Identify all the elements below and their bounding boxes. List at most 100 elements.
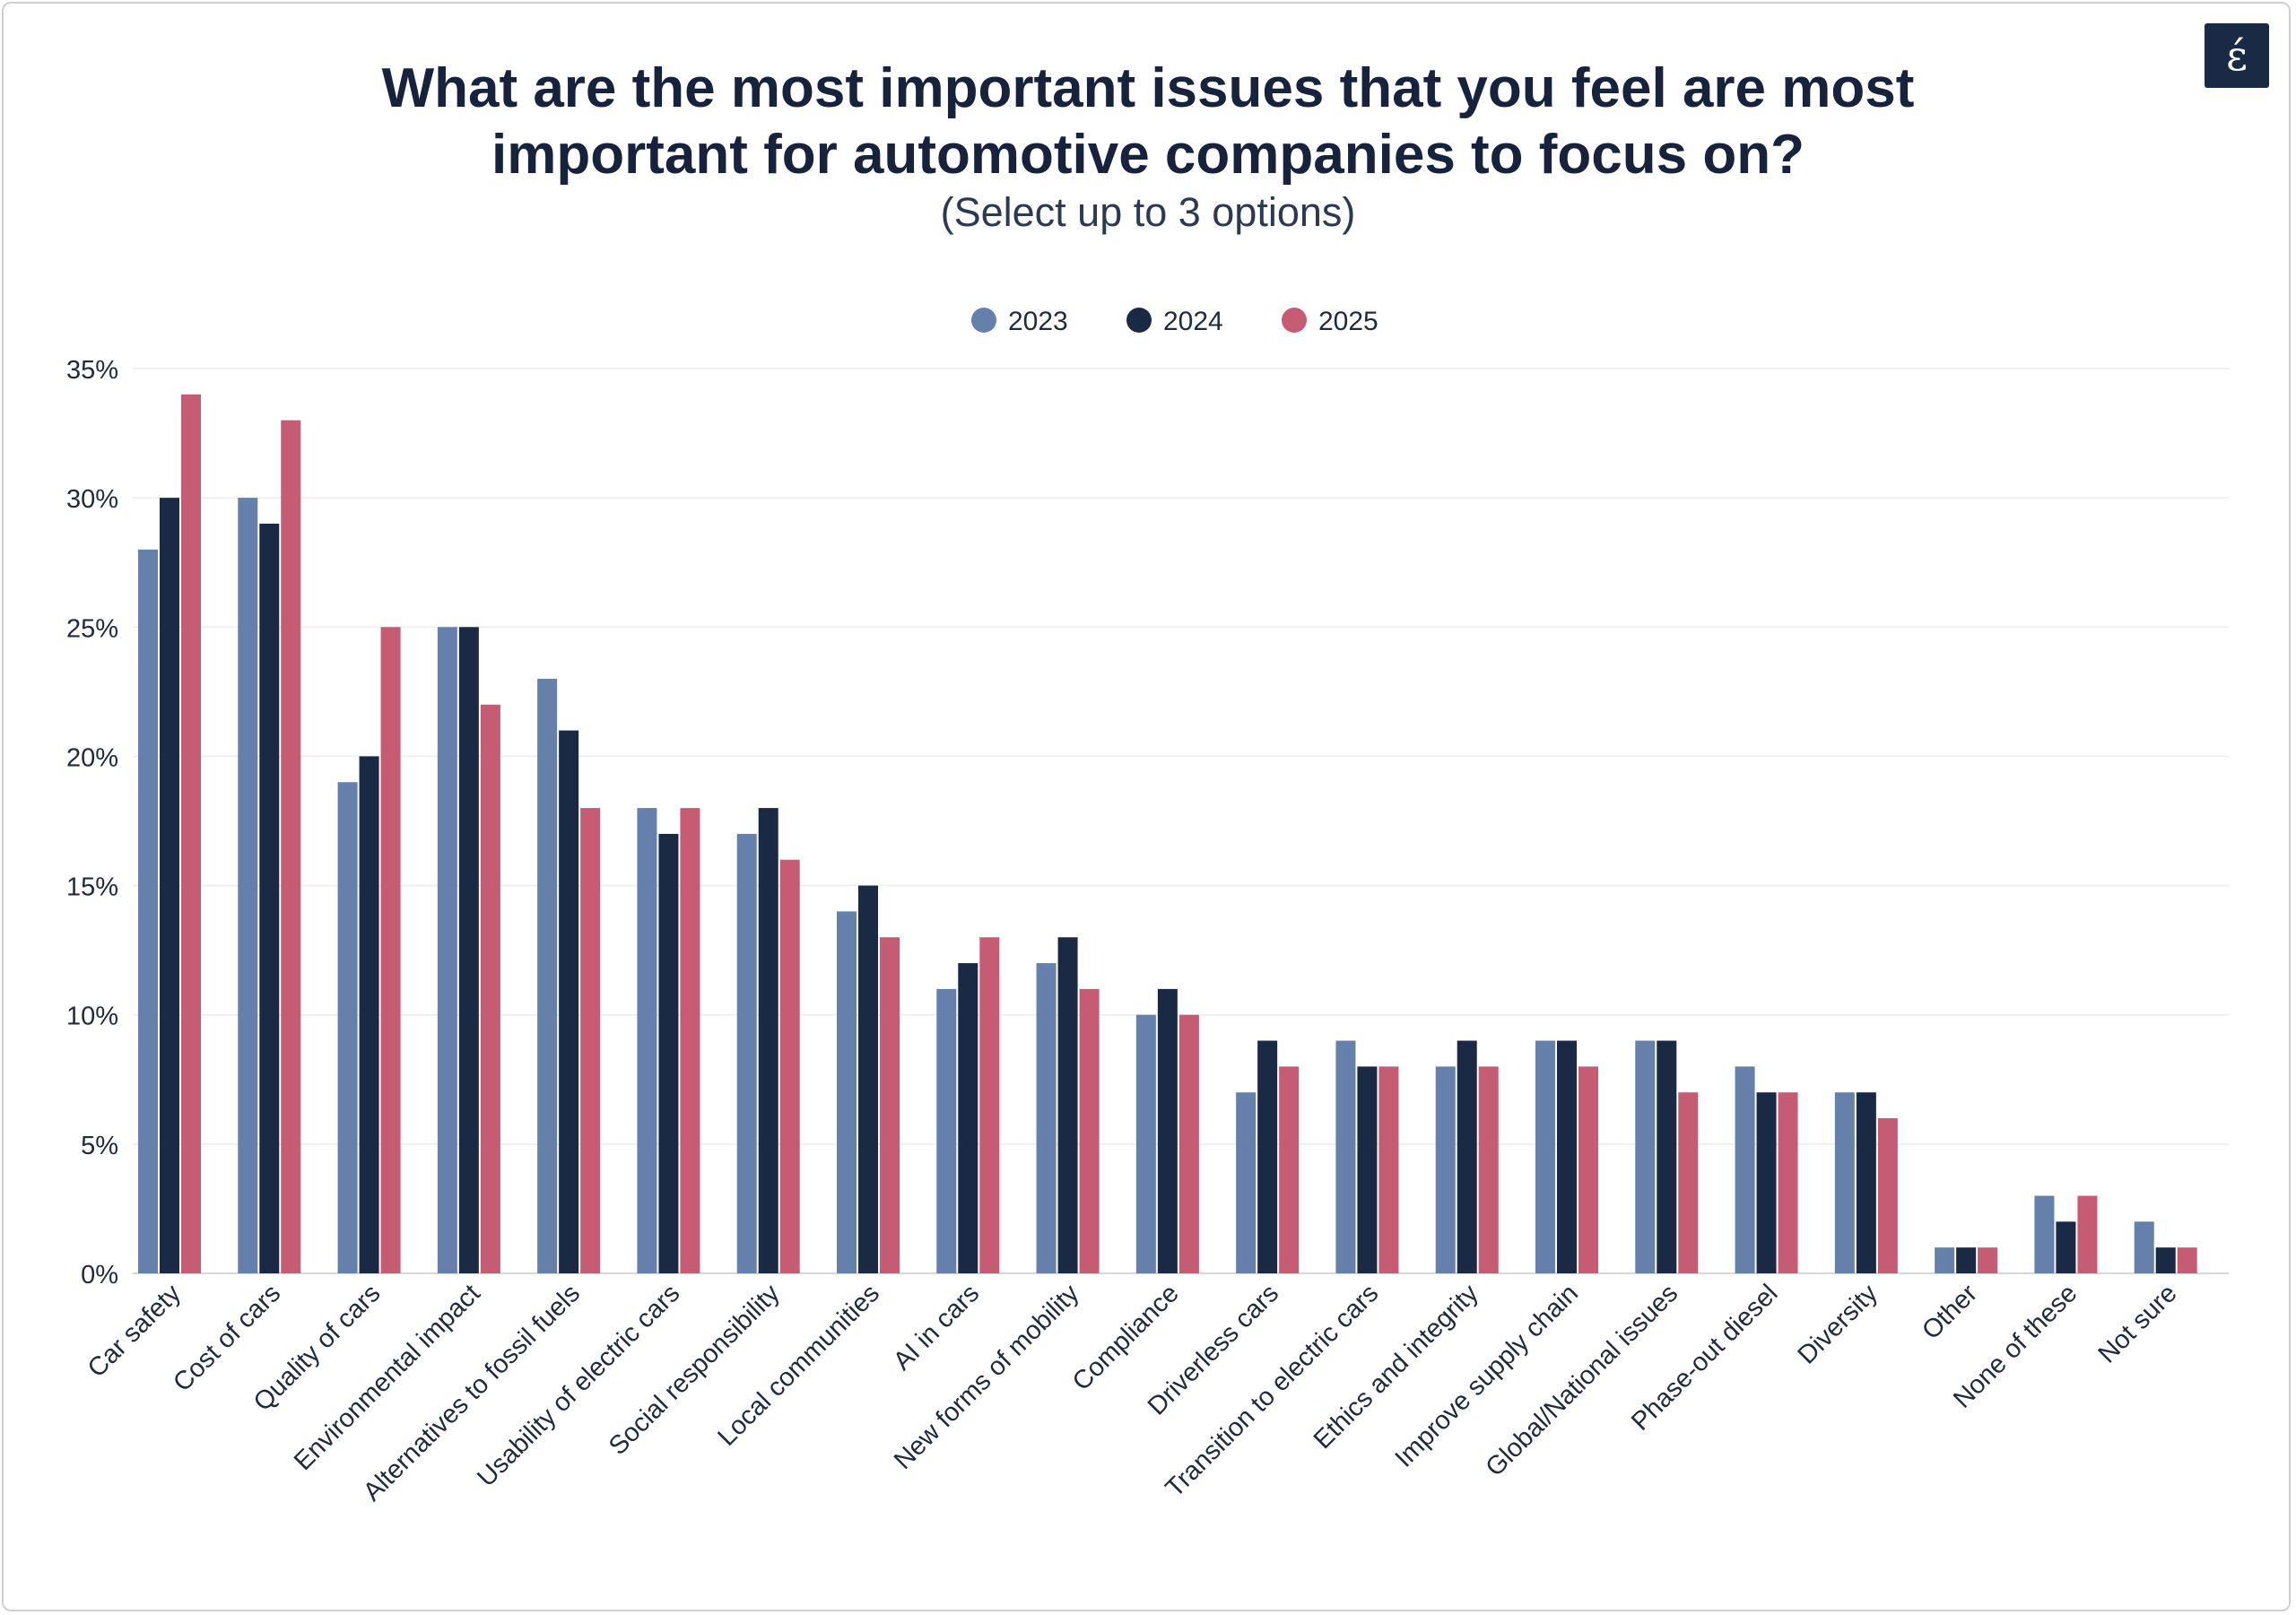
bar-2023 xyxy=(1036,963,1057,1273)
bar-2023 xyxy=(1735,1066,1755,1273)
x-tick-label: Social responsibility xyxy=(604,1279,786,1461)
bar-2025 xyxy=(2077,1195,2098,1273)
bar-group xyxy=(1335,1040,1399,1273)
legend-label: 2025 xyxy=(1318,307,1378,336)
bar-2023 xyxy=(1335,1040,1356,1273)
bar-2024 xyxy=(160,498,179,1273)
bar-2023 xyxy=(736,833,757,1273)
y-tick-label: 15% xyxy=(66,873,118,902)
bar-2024 xyxy=(1856,1092,1876,1273)
legend-label: 2024 xyxy=(1163,307,1223,336)
bar-2024 xyxy=(359,756,379,1273)
bar-group xyxy=(537,678,601,1273)
bar-2023 xyxy=(238,498,258,1273)
bar-2023 xyxy=(2134,1221,2154,1273)
bars xyxy=(138,394,2197,1274)
bar-2024 xyxy=(259,523,280,1273)
chart-title-line-1: What are the most important issues that … xyxy=(381,57,1915,119)
bar-2025 xyxy=(1178,1014,1199,1273)
bar-2024 xyxy=(458,627,479,1273)
y-tick-label: 25% xyxy=(66,614,118,643)
x-tick-label: Not sure xyxy=(2093,1279,2183,1368)
chart-title-line-2: important for automotive companies to fo… xyxy=(491,124,1805,186)
bar-2025 xyxy=(1578,1066,1598,1273)
bar-2025 xyxy=(680,808,700,1273)
bar-2023 xyxy=(437,627,457,1273)
bar-2025 xyxy=(1877,1118,1898,1273)
chart-title: What are the most important issues that … xyxy=(0,56,2296,188)
bar-group xyxy=(2034,1195,2098,1273)
bar-group xyxy=(1435,1040,1499,1273)
legend-label: 2023 xyxy=(1008,307,1068,336)
bar-2023 xyxy=(936,988,957,1273)
bar-group xyxy=(1834,1092,1898,1273)
bar-2023 xyxy=(138,549,158,1273)
bar-2023 xyxy=(1834,1092,1855,1273)
bar-2024 xyxy=(559,730,579,1273)
legend: 2023 2024 2025 xyxy=(971,307,1378,336)
x-tick-label: Improve supply chain xyxy=(1390,1279,1584,1472)
bar-2023 xyxy=(537,678,558,1273)
bar-2024 xyxy=(1557,1040,1577,1273)
bar-group xyxy=(837,885,900,1273)
bar-2025 xyxy=(1079,988,1100,1273)
x-tick-label: Global/National issues xyxy=(1481,1279,1684,1482)
bar-2024 xyxy=(758,808,778,1273)
legend-marker xyxy=(1126,308,1152,333)
bar-2023 xyxy=(1435,1066,1456,1273)
bar-group xyxy=(1735,1066,1798,1273)
x-tick-label: AI in cars xyxy=(888,1279,985,1376)
bar-2025 xyxy=(2177,1247,2197,1273)
bar-2025 xyxy=(979,937,1000,1273)
bar-2024 xyxy=(1756,1092,1777,1273)
bar-2025 xyxy=(281,420,301,1274)
bar-2025 xyxy=(1478,1066,1499,1273)
bar-2025 xyxy=(480,704,500,1273)
bar-2025 xyxy=(580,808,601,1273)
bar-group xyxy=(337,627,401,1273)
y-tick-label: 30% xyxy=(66,485,118,514)
bar-2025 xyxy=(1978,1247,1998,1273)
bar-2024 xyxy=(858,885,878,1273)
y-tick-label: 5% xyxy=(81,1132,118,1160)
bar-2025 xyxy=(779,859,800,1273)
bar-2023 xyxy=(1635,1040,1656,1273)
bar-2024 xyxy=(1057,937,1078,1273)
bar-group xyxy=(736,808,800,1273)
bar-2023 xyxy=(1135,1014,1156,1273)
x-tick-label: Usability of electric cars xyxy=(472,1279,685,1492)
bar-2024 xyxy=(1257,1040,1278,1273)
y-tick-label: 0% xyxy=(81,1261,118,1289)
bar-2025 xyxy=(1378,1066,1399,1273)
legend-marker xyxy=(971,308,996,333)
bar-2023 xyxy=(1236,1092,1257,1273)
brand-logo-icon: έ xyxy=(2226,31,2248,80)
legend-item-2023: 2023 xyxy=(971,307,1068,336)
x-tick-label: New forms of mobility xyxy=(889,1279,1085,1475)
bar-group xyxy=(1236,1040,1300,1273)
bar-2025 xyxy=(1678,1092,1699,1273)
bar-group xyxy=(936,937,1000,1273)
legend-marker xyxy=(1282,308,1307,333)
bar-2025 xyxy=(1778,1092,1798,1273)
bar-group xyxy=(1036,937,1100,1273)
x-tick-label: Other xyxy=(1917,1279,1983,1345)
x-tick-label: Ethics and integrity xyxy=(1309,1279,1484,1454)
bar-group xyxy=(2134,1221,2197,1273)
bar-2025 xyxy=(181,394,201,1273)
bar-group xyxy=(238,420,301,1274)
bar-2024 xyxy=(2056,1221,2076,1273)
x-tick-label: Diversity xyxy=(1793,1279,1884,1370)
y-axis: 0% 5% 10% 15% 20% 25% 30% 35% xyxy=(66,356,118,1289)
bar-group xyxy=(1935,1247,1998,1273)
y-tick-label: 35% xyxy=(66,356,118,385)
chart-subtitle: (Select up to 3 options) xyxy=(940,189,1356,235)
legend-item-2025: 2025 xyxy=(1282,307,1378,336)
bar-2023 xyxy=(637,808,657,1273)
brand-logo: έ xyxy=(2205,23,2269,88)
bar-group xyxy=(138,394,201,1273)
bar-2025 xyxy=(380,627,401,1273)
bar-group xyxy=(1635,1040,1699,1273)
